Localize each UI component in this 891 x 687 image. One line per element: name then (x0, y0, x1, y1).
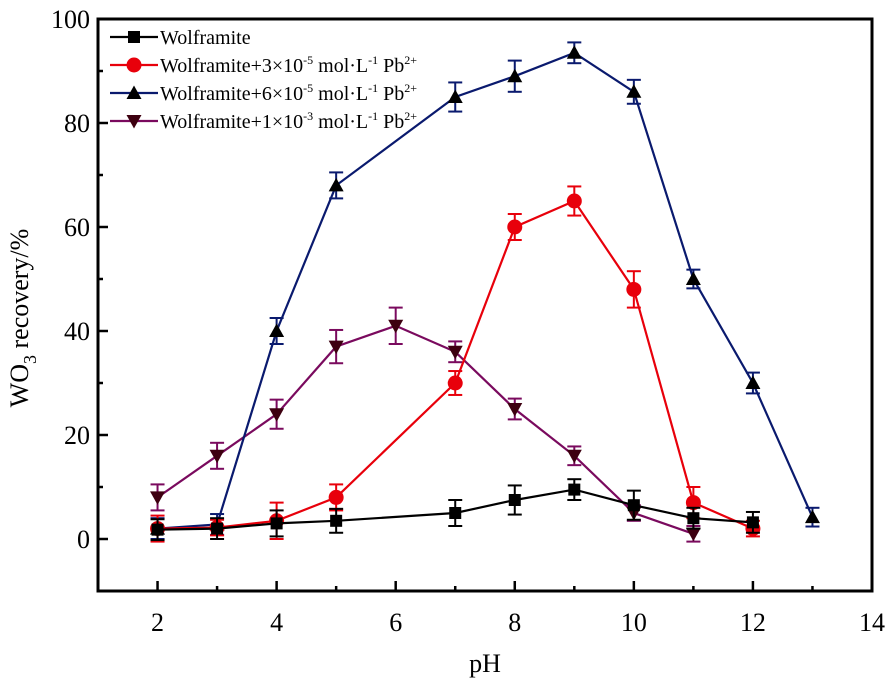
data-point (626, 84, 642, 98)
legend-item-3: Wolframite+1×10-3 mol·L-1 Pb2+ (110, 109, 417, 133)
y-tick-label: 80 (64, 109, 90, 138)
data-point (627, 499, 640, 512)
legend-label-part: -1 (368, 81, 378, 95)
x-tick-label: 12 (740, 608, 766, 637)
legend-label-part: -3 (303, 109, 313, 123)
y-tick-label: 40 (64, 317, 90, 346)
x-tick-label: 6 (389, 608, 402, 637)
legend-label-part: Pb (378, 83, 404, 105)
plot-frame (96, 17, 874, 593)
data-point (626, 281, 642, 297)
x-tick-label: 10 (621, 608, 647, 637)
data-point (508, 494, 521, 506)
data-point (745, 375, 761, 389)
series-line (157, 488, 753, 531)
legend-label-part: ×10 (272, 111, 303, 133)
data-point (685, 495, 701, 511)
legend-item-2: Wolframite+6×10-5 mol·L-1 Pb2+ (110, 81, 417, 105)
series-line (156, 324, 694, 535)
legend-item-1: Wolframite+3×10-5 mol·L-1 Pb2+ (110, 53, 417, 77)
legend-label: Wolframite+1×10-3 mol·L-1 Pb2+ (160, 109, 417, 133)
data-point (328, 489, 344, 505)
x-tick-label: 14 (859, 608, 885, 637)
legend-label-part: Wolframite (160, 27, 251, 49)
legend-label-part: Pb (378, 55, 404, 77)
data-point (151, 523, 164, 536)
legend-label-part: 2+ (404, 53, 417, 67)
data-point (388, 319, 404, 334)
legend-label-part: Wolframite+6 (160, 83, 272, 105)
data-point (211, 522, 224, 535)
data-point (746, 516, 759, 529)
legend-label-part: ×10 (272, 55, 303, 77)
x-tick-label: 8 (508, 608, 521, 637)
legend-label-part: Wolframite+1 (160, 111, 272, 133)
y-tick-label: 60 (64, 213, 90, 242)
series-line (157, 199, 754, 530)
legend-item-0: Wolframite (110, 27, 251, 49)
legend-marker (126, 57, 142, 73)
data-point (270, 517, 283, 530)
legend-label-part: mol·L (313, 111, 368, 133)
legend-label-part: 2+ (404, 109, 417, 123)
series-0 (150, 478, 760, 542)
data-point (507, 403, 523, 417)
data-point (449, 507, 462, 519)
y-axis-title-subscript: 3 (20, 355, 40, 364)
data-point (447, 345, 463, 360)
data-point (328, 177, 344, 192)
series-3 (150, 306, 701, 543)
data-point (687, 512, 700, 525)
y-tick-label: 100 (51, 5, 90, 34)
legend-marker (126, 115, 142, 129)
legend-label-part: -5 (303, 81, 313, 95)
data-point (685, 271, 701, 285)
legend-label: Wolframite (160, 27, 251, 49)
legend-label-part: mol·L (313, 83, 368, 105)
data-point (804, 509, 820, 524)
data-point (685, 527, 701, 542)
data-point (209, 449, 225, 464)
data-point (330, 514, 343, 527)
data-point (447, 89, 463, 103)
y-tick-label: 20 (64, 421, 90, 450)
y-axis-title: WO3 recovery/% (5, 229, 40, 408)
legend-marker (128, 31, 140, 43)
y-axis-title-suffix: recovery/% (5, 229, 34, 355)
plot-series (150, 41, 820, 543)
legend-label-part: ×10 (272, 83, 303, 105)
legend-label-part: 2+ (404, 81, 417, 95)
data-point (568, 483, 581, 496)
y-axis-title-main: WO (5, 364, 34, 407)
axes: 2 4 6 8 10 12 14 0 20 40 60 80 100 (51, 5, 885, 637)
data-point (150, 491, 166, 505)
x-tick-label: 2 (151, 608, 164, 637)
data-point (566, 449, 582, 464)
y-tick-label: 0 (77, 525, 90, 554)
data-point (566, 193, 582, 209)
legend-label-part: Wolframite+3 (160, 55, 272, 77)
legend-marker (126, 85, 142, 99)
x-axis-title: pH (469, 649, 501, 678)
data-point (447, 375, 463, 391)
data-point (328, 340, 344, 355)
data-point (566, 45, 582, 59)
series-1 (150, 185, 761, 543)
data-point (269, 323, 285, 337)
legend-label-part: mol·L (313, 55, 368, 77)
x-tick-label: 4 (270, 608, 283, 637)
legend-label: Wolframite+3×10-5 mol·L-1 Pb2+ (160, 53, 417, 77)
legend-label-part: -5 (303, 53, 313, 67)
legend-label-part: -1 (368, 109, 378, 123)
legend-label-part: Pb (378, 111, 404, 133)
legend-label: Wolframite+6×10-5 mol·L-1 Pb2+ (160, 81, 417, 105)
data-point (269, 408, 285, 422)
data-point (507, 219, 523, 235)
legend-label-part: -1 (368, 53, 378, 67)
data-point (507, 68, 523, 83)
